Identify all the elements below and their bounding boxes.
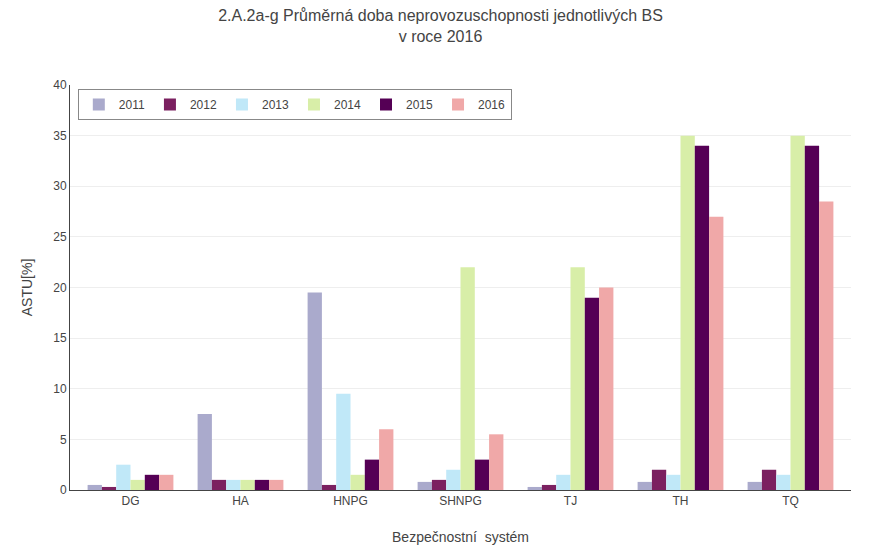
svg-text:TJ: TJ [564,494,577,508]
svg-text:Bezpečnostní systém: Bezpečnostní systém [392,529,529,545]
svg-text:DG: DG [122,494,140,508]
svg-text:25: 25 [53,230,67,244]
svg-text:2011: 2011 [119,98,145,112]
svg-text:SHNPG: SHNPG [439,494,482,508]
svg-text:ASTU[%]: ASTU[%] [19,259,35,317]
svg-text:10: 10 [53,382,67,396]
svg-text:30: 30 [53,179,67,193]
svg-text:HA: HA [232,494,249,508]
svg-text:35: 35 [53,129,67,143]
svg-text:5: 5 [60,433,67,447]
svg-text:TQ: TQ [782,494,799,508]
svg-text:2.A.2a-g Průměrná doba neprovo: 2.A.2a-g Průměrná doba neprovozuschopnos… [218,7,663,45]
svg-text:20: 20 [53,281,67,295]
svg-text:2014: 2014 [334,98,361,112]
svg-text:40: 40 [53,78,67,92]
svg-text:TH: TH [673,494,689,508]
svg-text:2016: 2016 [478,98,505,112]
svg-text:2013: 2013 [262,98,289,112]
svg-text:HNPG: HNPG [333,494,368,508]
svg-text:15: 15 [53,331,67,345]
svg-text:0: 0 [60,483,67,497]
svg-text:2012: 2012 [190,98,217,112]
svg-text:2015: 2015 [406,98,433,112]
